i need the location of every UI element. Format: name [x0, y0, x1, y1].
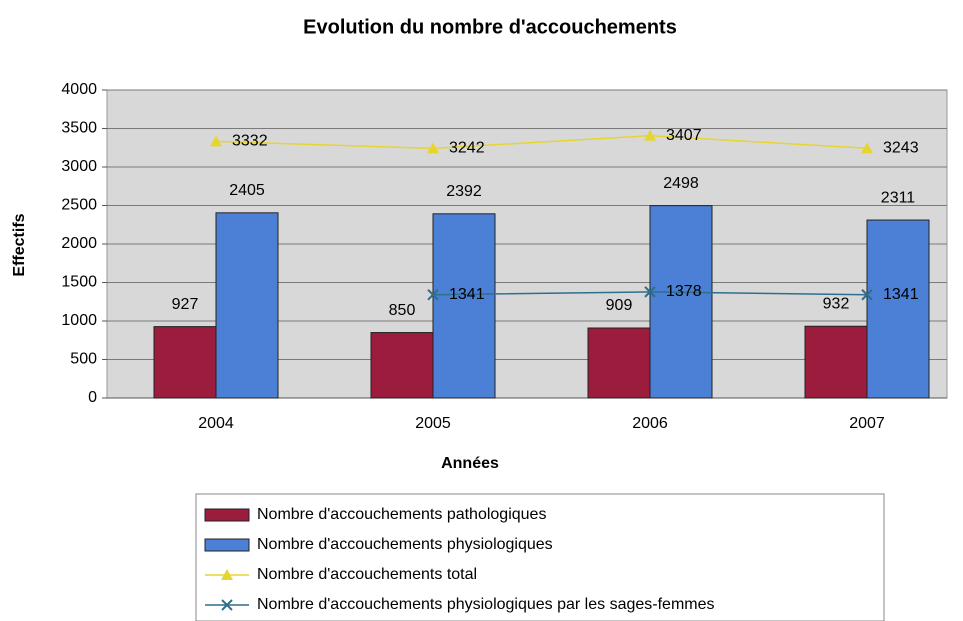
data-label: 3407 — [666, 127, 702, 144]
bar — [587, 327, 651, 399]
line-marker — [427, 142, 439, 154]
data-label: 932 — [823, 295, 850, 312]
data-label: 1378 — [666, 283, 702, 300]
y-axis-label: Effectifs — [11, 213, 28, 276]
data-label: 1341 — [883, 286, 919, 303]
legend — [195, 493, 885, 621]
data-label: 909 — [606, 297, 633, 314]
x-axis-label: Années — [441, 455, 499, 472]
data-label: 927 — [172, 296, 199, 313]
chart-title: Evolution du nombre d'accouchements — [303, 16, 677, 38]
legend-label: Nombre d'accouchements total — [257, 566, 477, 583]
line-marker — [221, 569, 233, 580]
data-label: 2405 — [229, 182, 265, 199]
line-marker — [427, 289, 439, 301]
x-tick-label: 2005 — [415, 415, 451, 432]
y-tick-label: 3000 — [61, 158, 97, 175]
data-label: 3332 — [232, 133, 268, 150]
y-tick-label: 1500 — [61, 274, 97, 291]
line-marker — [644, 286, 656, 298]
x-tick-label: 2004 — [198, 415, 234, 432]
bar — [215, 212, 279, 399]
bar — [649, 205, 713, 399]
legend-label: Nombre d'accouchements physiologiques pa… — [257, 596, 715, 613]
legend-label: Nombre d'accouchements physiologiques — [257, 536, 553, 553]
bar — [866, 219, 930, 399]
legend-swatch — [204, 508, 250, 522]
data-label: 3243 — [883, 140, 919, 157]
legend-label: Nombre d'accouchements pathologiques — [257, 506, 546, 523]
y-tick-label: 2500 — [61, 197, 97, 214]
line-marker — [221, 599, 233, 611]
legend-swatch — [204, 538, 250, 552]
line — [215, 134, 868, 150]
y-tick-label: 1000 — [61, 312, 97, 329]
bar — [370, 332, 434, 399]
bar — [804, 325, 868, 399]
x-tick-label: 2006 — [632, 415, 668, 432]
data-label: 850 — [389, 302, 416, 319]
y-tick-label: 2000 — [61, 235, 97, 252]
bar — [432, 213, 496, 399]
line-marker — [644, 129, 656, 141]
line-marker — [210, 135, 222, 147]
y-tick-label: 3500 — [61, 120, 97, 137]
data-label: 2498 — [663, 175, 699, 192]
y-tick-label: 4000 — [61, 81, 97, 98]
bar — [153, 326, 217, 399]
x-tick-label: 2007 — [849, 415, 885, 432]
y-tick-label: 500 — [70, 351, 97, 368]
data-label: 2392 — [446, 183, 482, 200]
line-marker — [861, 142, 873, 154]
line-marker — [861, 289, 873, 301]
data-label: 3242 — [449, 140, 485, 157]
data-label: 2311 — [881, 189, 916, 206]
y-tick-label: 0 — [88, 389, 97, 406]
data-label: 1341 — [449, 286, 485, 303]
